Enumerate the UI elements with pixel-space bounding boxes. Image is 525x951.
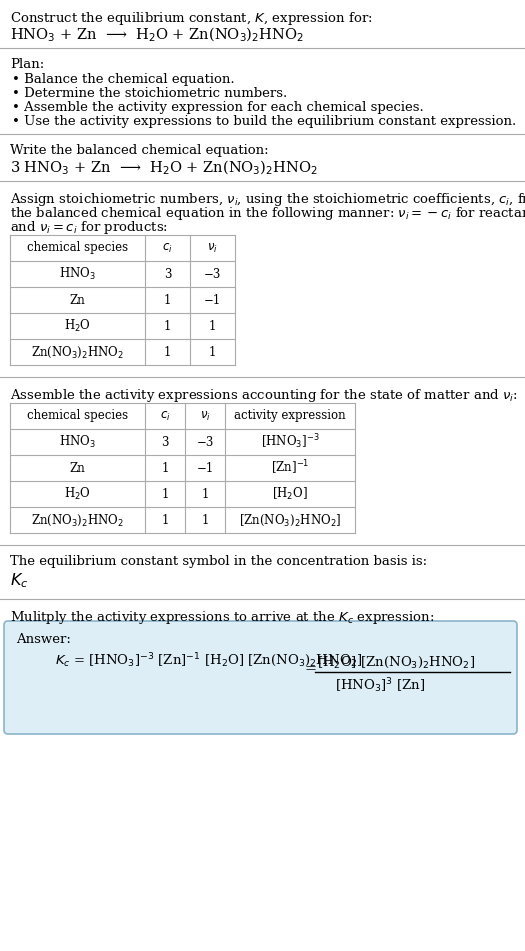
Text: Write the balanced chemical equation:: Write the balanced chemical equation: <box>10 144 269 157</box>
Text: 3: 3 <box>161 436 169 449</box>
Text: Plan:: Plan: <box>10 58 44 71</box>
Text: 1: 1 <box>201 514 209 527</box>
Text: 1: 1 <box>209 320 216 333</box>
Text: Assemble the activity expressions accounting for the state of matter and $\nu_i$: Assemble the activity expressions accoun… <box>10 387 518 404</box>
Text: Mulitply the activity expressions to arrive at the $K_c$ expression:: Mulitply the activity expressions to arr… <box>10 609 434 626</box>
Text: Zn(NO$_3$)$_2$HNO$_2$: Zn(NO$_3$)$_2$HNO$_2$ <box>31 344 124 359</box>
Text: $c_i$: $c_i$ <box>160 410 170 422</box>
Text: 1: 1 <box>164 345 171 359</box>
Text: [Zn(NO$_3$)$_2$HNO$_2$]: [Zn(NO$_3$)$_2$HNO$_2$] <box>239 513 341 528</box>
Text: −3: −3 <box>196 436 214 449</box>
Text: $c_i$: $c_i$ <box>162 242 173 255</box>
Text: Zn(NO$_3$)$_2$HNO$_2$: Zn(NO$_3$)$_2$HNO$_2$ <box>31 513 124 528</box>
Text: H$_2$O: H$_2$O <box>64 486 91 502</box>
Text: −1: −1 <box>196 461 214 475</box>
Text: Construct the equilibrium constant, $K$, expression for:: Construct the equilibrium constant, $K$,… <box>10 10 373 27</box>
Text: 3: 3 <box>164 267 171 281</box>
Text: $K_c$ = [HNO$_3$]$^{-3}$ [Zn]$^{-1}$ [H$_2$O] [Zn(NO$_3$)$_2$HNO$_2$]: $K_c$ = [HNO$_3$]$^{-3}$ [Zn]$^{-1}$ [H$… <box>55 651 362 669</box>
Text: HNO$_3$: HNO$_3$ <box>59 434 96 450</box>
Text: chemical species: chemical species <box>27 242 128 255</box>
Text: [Zn]$^{-1}$: [Zn]$^{-1}$ <box>271 458 309 477</box>
Text: [H$_2$O]: [H$_2$O] <box>272 486 308 502</box>
Text: $\nu_i$: $\nu_i$ <box>207 242 218 255</box>
Text: 1: 1 <box>209 345 216 359</box>
Text: Answer:: Answer: <box>16 633 71 646</box>
Text: activity expression: activity expression <box>234 410 346 422</box>
Text: • Determine the stoichiometric numbers.: • Determine the stoichiometric numbers. <box>12 87 287 100</box>
Text: • Use the activity expressions to build the equilibrium constant expression.: • Use the activity expressions to build … <box>12 115 516 128</box>
Text: [H$_2$O] [Zn(NO$_3$)$_2$HNO$_2$]: [H$_2$O] [Zn(NO$_3$)$_2$HNO$_2$] <box>317 655 475 670</box>
Text: [HNO$_3$]$^{-3}$: [HNO$_3$]$^{-3}$ <box>261 433 319 452</box>
Text: Zn: Zn <box>70 461 86 475</box>
Text: HNO$_3$ + Zn  ⟶  H$_2$O + Zn(NO$_3$)$_2$HNO$_2$: HNO$_3$ + Zn ⟶ H$_2$O + Zn(NO$_3$)$_2$HN… <box>10 26 304 45</box>
Text: chemical species: chemical species <box>27 410 128 422</box>
Text: 1: 1 <box>201 488 209 500</box>
Text: The equilibrium constant symbol in the concentration basis is:: The equilibrium constant symbol in the c… <box>10 555 427 568</box>
Text: −3: −3 <box>204 267 221 281</box>
Text: • Balance the chemical equation.: • Balance the chemical equation. <box>12 73 235 86</box>
Text: $K_c$: $K_c$ <box>10 571 28 590</box>
Text: 1: 1 <box>161 461 169 475</box>
Text: • Assemble the activity expression for each chemical species.: • Assemble the activity expression for e… <box>12 101 424 114</box>
Text: [HNO$_3$]$^3$ [Zn]: [HNO$_3$]$^3$ [Zn] <box>335 676 425 694</box>
Text: Zn: Zn <box>70 294 86 306</box>
Text: 3 HNO$_3$ + Zn  ⟶  H$_2$O + Zn(NO$_3$)$_2$HNO$_2$: 3 HNO$_3$ + Zn ⟶ H$_2$O + Zn(NO$_3$)$_2$… <box>10 159 318 178</box>
Text: Assign stoichiometric numbers, $\nu_i$, using the stoichiometric coefficients, $: Assign stoichiometric numbers, $\nu_i$, … <box>10 191 525 208</box>
Text: 1: 1 <box>161 514 169 527</box>
FancyBboxPatch shape <box>4 621 517 734</box>
Text: =: = <box>305 662 317 676</box>
Text: 1: 1 <box>164 320 171 333</box>
Text: 1: 1 <box>164 294 171 306</box>
Text: $\nu_i$: $\nu_i$ <box>200 410 211 422</box>
Text: −1: −1 <box>204 294 221 306</box>
Text: HNO$_3$: HNO$_3$ <box>59 266 96 282</box>
Text: 1: 1 <box>161 488 169 500</box>
Text: the balanced chemical equation in the following manner: $\nu_i = -c_i$ for react: the balanced chemical equation in the fo… <box>10 205 525 222</box>
Text: and $\nu_i = c_i$ for products:: and $\nu_i = c_i$ for products: <box>10 219 168 236</box>
Text: H$_2$O: H$_2$O <box>64 318 91 334</box>
